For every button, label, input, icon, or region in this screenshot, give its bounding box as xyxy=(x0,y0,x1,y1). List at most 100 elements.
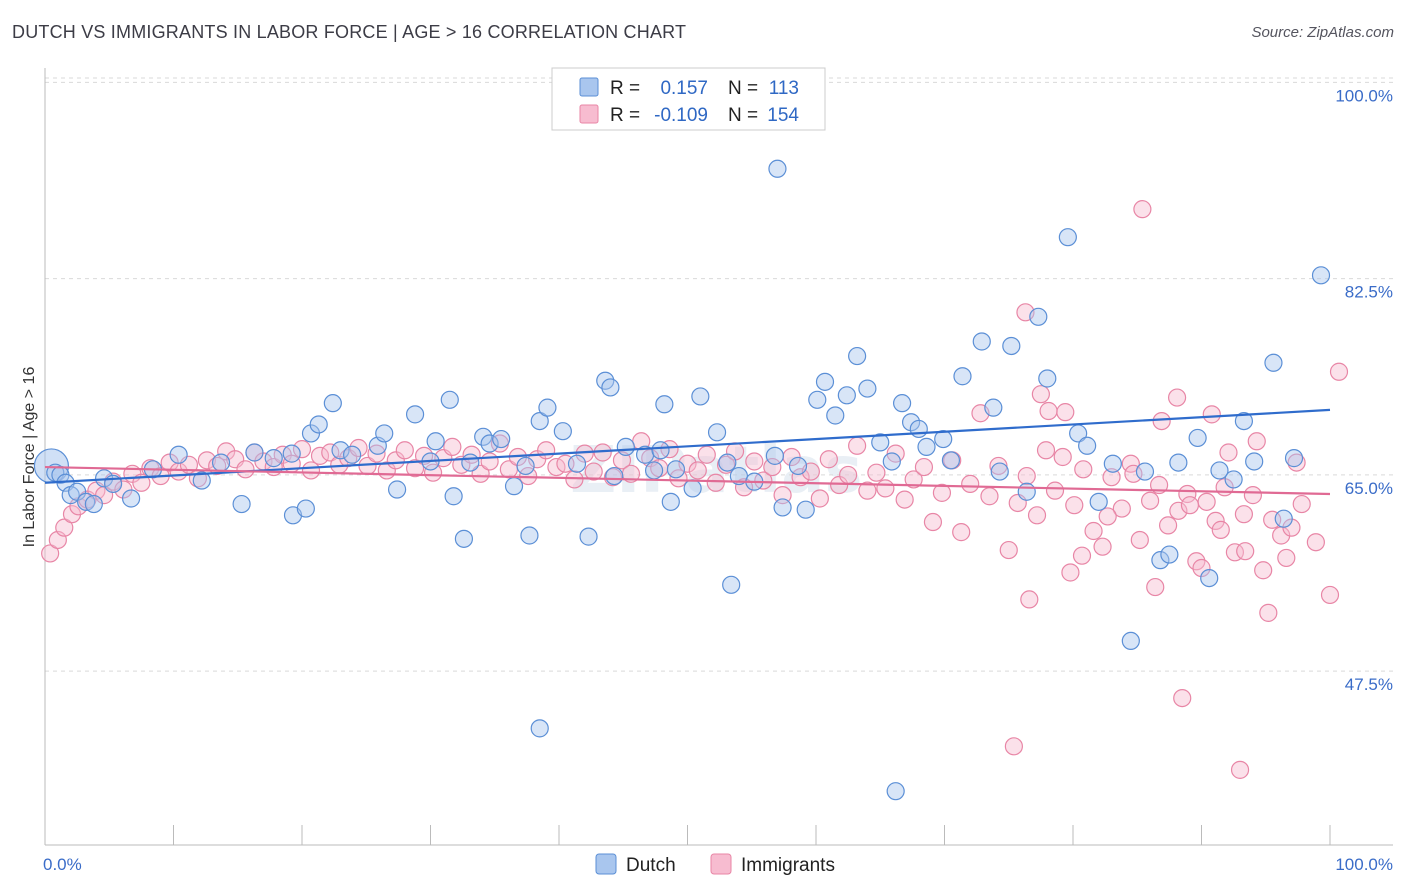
dutch-point xyxy=(169,445,188,464)
immigrant-point xyxy=(471,464,490,483)
y-tick-label: 100.0% xyxy=(1335,86,1393,105)
immigrant-point xyxy=(1180,496,1200,515)
immigrant-point xyxy=(1036,441,1056,460)
dutch-n-value: 113 xyxy=(769,78,799,99)
immigrant-point xyxy=(1211,520,1230,539)
immigrant-point xyxy=(1197,492,1216,511)
immigrant-point xyxy=(480,452,499,471)
dutch-point xyxy=(282,444,301,463)
dutch-point xyxy=(405,405,425,424)
dutch-point xyxy=(516,456,535,476)
immigrant-point xyxy=(1093,537,1112,556)
immigrant-point xyxy=(612,451,632,470)
dutch-point xyxy=(530,719,549,738)
dutch-point xyxy=(1169,453,1188,472)
immigrant-point xyxy=(1169,501,1188,520)
immigrant-point xyxy=(1192,558,1211,578)
immigrant-point xyxy=(1074,460,1093,479)
dutch-point xyxy=(387,480,407,499)
immigrant-point xyxy=(1039,401,1058,421)
y-tick-label: 65.0% xyxy=(1345,479,1393,498)
dutch-point xyxy=(1234,412,1254,431)
immigrants-swatch xyxy=(579,104,599,124)
immigrants-r-label: R = xyxy=(610,105,640,126)
dutch-point xyxy=(121,489,141,508)
immigrant-point xyxy=(1053,447,1072,467)
immigrant-point xyxy=(1124,464,1143,483)
dutch-point xyxy=(707,423,727,442)
immigrant-point xyxy=(301,461,321,480)
immigrant-point xyxy=(763,457,782,477)
dutch-point xyxy=(984,398,1003,417)
immigrant-point xyxy=(1098,507,1117,526)
immigrant-point xyxy=(810,489,829,508)
immigrant-point xyxy=(1202,405,1221,424)
dutch-point xyxy=(837,386,856,405)
dutch-r-value: 0.157 xyxy=(660,78,708,99)
immigrant-point xyxy=(537,441,556,460)
immigrant-point xyxy=(423,463,443,482)
immigrant-point xyxy=(697,445,716,464)
dutch-point xyxy=(815,372,835,391)
immigrant-point xyxy=(858,481,877,500)
immigrant-point xyxy=(734,478,754,497)
immigrant-point xyxy=(678,454,697,473)
chart-title: DUTCH VS IMMIGRANTS IN LABOR FORCE | AGE… xyxy=(12,22,687,42)
dutch-point xyxy=(343,445,362,464)
legend-dutch-swatch xyxy=(595,853,617,875)
stats-legend: R = 0.157 N = 113 R = -0.109 N = 154 xyxy=(551,67,826,131)
dutch-point xyxy=(1245,452,1264,471)
immigrant-point xyxy=(895,490,914,509)
dutch-point xyxy=(691,387,710,406)
dutch-point xyxy=(1224,470,1243,489)
immigrant-point xyxy=(1146,577,1165,597)
immigrant-point xyxy=(876,479,895,498)
immigrant-point xyxy=(443,437,462,456)
dutch-point xyxy=(1058,228,1077,247)
immigrant-point xyxy=(197,451,217,470)
dutch-point xyxy=(616,437,635,456)
dutch-point xyxy=(211,453,231,472)
immigrant-point xyxy=(1158,516,1178,535)
dutch-point xyxy=(426,432,445,451)
dutch-point xyxy=(84,494,103,514)
immigrant-point xyxy=(1133,200,1152,219)
dutch-point xyxy=(474,427,493,446)
immigrant-point xyxy=(1102,468,1121,487)
dutch-point xyxy=(538,398,557,417)
grid-lines xyxy=(45,77,1393,672)
dutch-point xyxy=(655,395,674,414)
dutch-point xyxy=(909,419,928,439)
dutch-point xyxy=(1029,307,1048,326)
immigrant-point xyxy=(848,436,867,455)
trend-lines xyxy=(44,408,1331,496)
dutch-point xyxy=(796,500,815,519)
dutch-point xyxy=(858,379,877,398)
immigrant-point xyxy=(1219,443,1238,462)
immigrant-point xyxy=(1045,481,1065,500)
immigrant-point xyxy=(1234,505,1254,524)
dutch-point xyxy=(553,422,572,441)
source-credit: Source: ZipAtlas.com xyxy=(1251,24,1394,41)
immigrant-point xyxy=(1236,542,1255,561)
dutch-point xyxy=(492,429,511,449)
dutch-point xyxy=(454,529,474,548)
immigrant-point xyxy=(1243,486,1263,505)
immigrant-point xyxy=(1277,548,1296,568)
dutch-point xyxy=(1038,369,1057,388)
immigrant-point xyxy=(1254,561,1273,580)
immigrant-point xyxy=(236,460,255,479)
immigrant-point xyxy=(1065,496,1084,515)
dutch-point xyxy=(461,453,480,472)
dutch-point xyxy=(848,346,867,366)
dutch-point xyxy=(245,443,264,462)
dutch-point xyxy=(901,413,921,432)
immigrant-point xyxy=(395,441,414,460)
immigrant-point xyxy=(867,463,886,482)
dutch-n-label: N = xyxy=(728,78,758,99)
dutch-point xyxy=(1200,568,1219,588)
dutch-point xyxy=(972,332,991,351)
dutch-point xyxy=(504,477,524,496)
dutch-point xyxy=(1017,482,1036,501)
immigrant-point xyxy=(745,452,764,471)
